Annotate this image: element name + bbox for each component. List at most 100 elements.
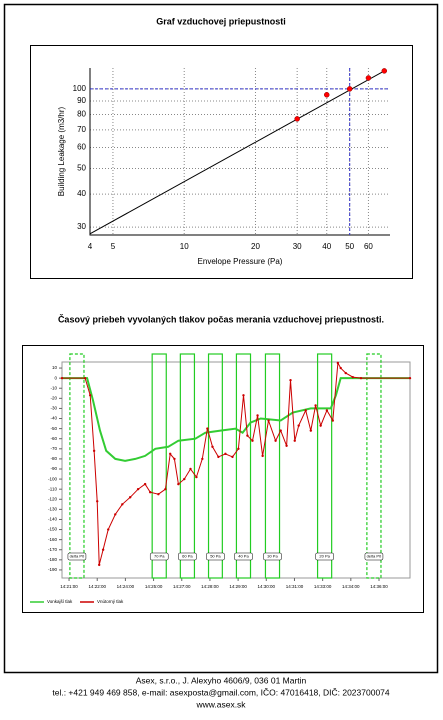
window-label: 50 Pa xyxy=(210,554,221,559)
window-label-box xyxy=(67,552,87,561)
window-label-box xyxy=(206,552,225,561)
measurement-window xyxy=(366,353,382,579)
data-point xyxy=(164,487,167,491)
footer-line: www.asex.sk xyxy=(195,699,246,709)
x-axis-label: Envelope Pressure (Pa) xyxy=(198,257,283,266)
y-tick-label: 70 xyxy=(77,125,86,134)
data-point xyxy=(96,500,99,503)
data-point xyxy=(408,376,412,380)
window-label: 70 Pa xyxy=(154,554,165,559)
measurement-window xyxy=(151,353,167,579)
data-point xyxy=(267,419,270,422)
measurement-window xyxy=(316,353,333,579)
x-tick-label: 14:24:00 xyxy=(117,584,135,589)
y-tick-label: -100 xyxy=(48,476,58,481)
y-tick-label: -40 xyxy=(50,416,57,421)
data-point xyxy=(88,394,92,397)
data-point xyxy=(173,457,176,461)
window-label: 30 Pa xyxy=(267,554,278,559)
y-tick-label: -140 xyxy=(48,517,58,522)
y-tick-label: -30 xyxy=(50,406,57,411)
data-point xyxy=(246,434,249,437)
y-tick-label: -90 xyxy=(50,466,57,471)
y-tick-label: -160 xyxy=(48,537,58,542)
y-tick-label: 10 xyxy=(52,365,58,370)
data-point xyxy=(157,493,160,496)
footer-line: Asex, s.r.o., J. Alexyho 4606/9, 036 01 … xyxy=(136,675,307,685)
data-point xyxy=(231,455,234,459)
y-tick-label: 80 xyxy=(77,110,86,119)
x-tick-label: 14:30:00 xyxy=(258,584,276,589)
chart-title: Časový priebeh vyvolaných tlakov počas m… xyxy=(58,313,384,324)
x-tick-label: 60 xyxy=(364,242,373,251)
window-label-box xyxy=(178,552,197,561)
data-point xyxy=(381,68,388,74)
data-point xyxy=(242,394,245,397)
window-label-box xyxy=(149,552,169,561)
y-tick-label: -10 xyxy=(50,385,57,390)
measurement-window xyxy=(207,353,223,579)
y-tick-label: 50 xyxy=(77,164,86,173)
data-point xyxy=(189,467,192,471)
data-point xyxy=(325,409,329,412)
data-point xyxy=(60,376,64,380)
data-point xyxy=(148,491,152,494)
data-point xyxy=(309,429,313,432)
x-tick-label: 30 xyxy=(293,242,302,251)
x-tick-label: 50 xyxy=(345,242,354,251)
legend-label: Vnútorný tlak xyxy=(97,599,124,604)
data-point xyxy=(83,376,87,380)
series-line xyxy=(62,377,410,462)
window-label: 20 Pa xyxy=(319,554,330,559)
y-tick-label: -70 xyxy=(50,446,57,451)
data-point xyxy=(256,414,259,417)
data-point xyxy=(261,454,264,458)
x-tick-label: 10 xyxy=(180,242,189,251)
measurement-window xyxy=(179,353,196,579)
data-point xyxy=(314,404,317,407)
x-tick-label: 14:36:00 xyxy=(370,584,388,589)
legend-label: Vonkajší tlak xyxy=(47,599,73,604)
measurement-window xyxy=(69,353,85,579)
data-point xyxy=(365,75,372,81)
window-label: delta P0 xyxy=(70,554,85,559)
y-tick-label: -170 xyxy=(48,547,58,552)
window-label: 40 Pa xyxy=(238,554,249,559)
window-label-box xyxy=(234,552,253,561)
data-point xyxy=(92,449,96,453)
data-point xyxy=(195,475,198,479)
y-axis-label: Building Leakage (m3/hr) xyxy=(57,106,66,196)
data-point xyxy=(201,457,204,461)
data-point xyxy=(121,503,124,506)
data-point xyxy=(346,86,353,92)
data-point xyxy=(177,482,180,486)
y-tick-label: -120 xyxy=(48,496,58,501)
data-point xyxy=(183,477,186,481)
data-point xyxy=(336,361,340,365)
data-point xyxy=(323,92,330,98)
y-tick-label: -60 xyxy=(50,436,57,441)
data-point xyxy=(279,429,282,432)
window-label-box xyxy=(263,552,282,561)
data-point xyxy=(136,487,140,491)
fit-line xyxy=(89,70,385,235)
data-point xyxy=(274,439,277,442)
data-point xyxy=(224,452,227,456)
y-tick-label: 100 xyxy=(73,84,87,93)
y-tick-label: -20 xyxy=(50,396,57,401)
data-point xyxy=(128,496,132,499)
y-tick-label: -110 xyxy=(48,486,57,491)
x-tick-label: 5 xyxy=(111,242,116,251)
data-point xyxy=(289,378,292,382)
y-tick-label: 90 xyxy=(77,96,86,105)
x-tick-label: 14:28:00 xyxy=(201,584,219,589)
x-tick-label: 40 xyxy=(322,242,331,251)
data-point xyxy=(251,439,254,442)
data-point xyxy=(237,447,240,451)
x-tick-label: 20 xyxy=(251,242,260,251)
data-point xyxy=(107,528,110,531)
x-tick-label: 14:21:00 xyxy=(60,584,78,589)
data-point xyxy=(331,419,334,422)
data-point xyxy=(344,371,347,375)
measurement-window xyxy=(235,353,252,579)
